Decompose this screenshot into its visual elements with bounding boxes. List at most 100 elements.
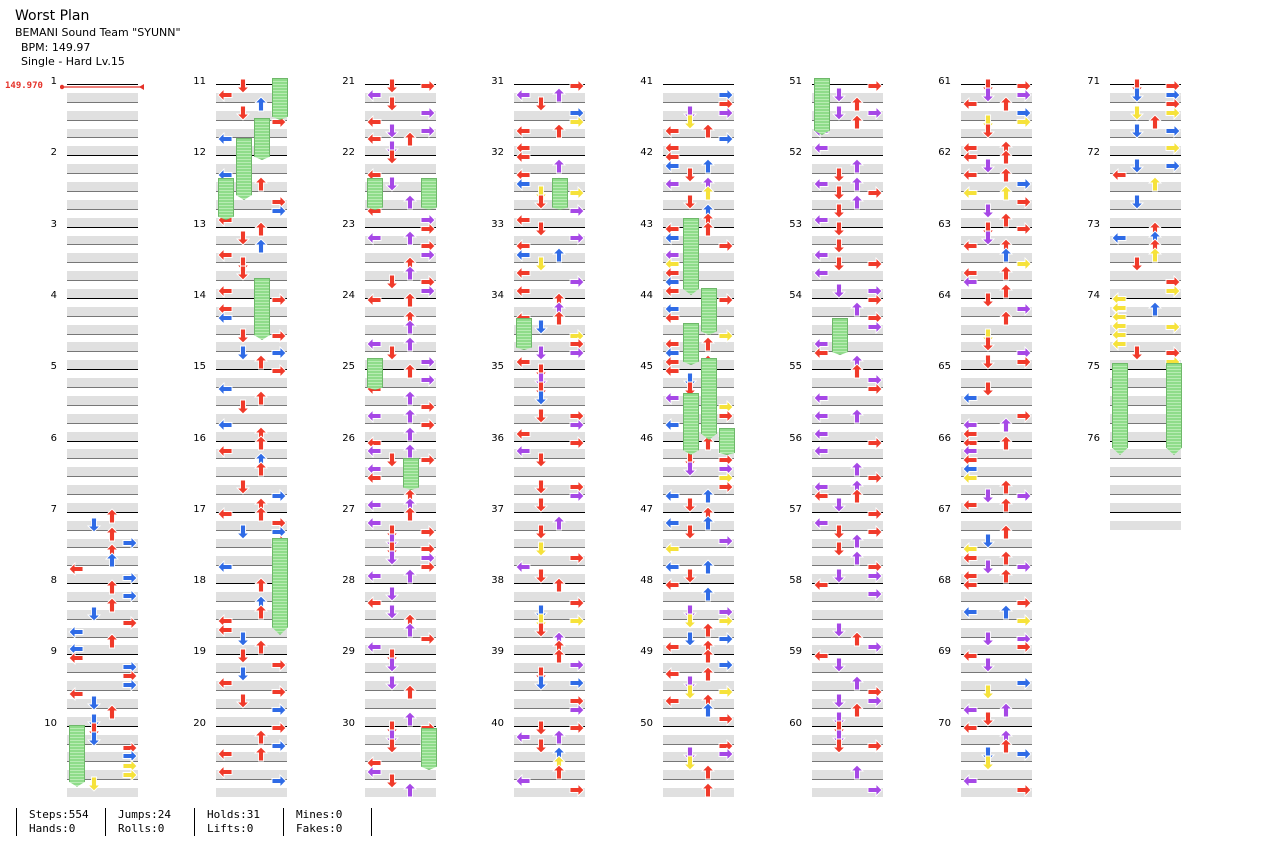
left-arrow-icon xyxy=(366,497,382,513)
up-arrow-icon xyxy=(104,632,120,649)
measure-line xyxy=(67,297,138,299)
up-arrow-icon xyxy=(253,434,269,451)
up-arrow-icon xyxy=(1147,247,1163,263)
measure-number: 68 xyxy=(938,575,951,587)
beat-band xyxy=(67,627,138,638)
up-arrow-icon xyxy=(1147,301,1163,317)
beat-band xyxy=(1110,271,1181,281)
beat-band xyxy=(216,716,287,727)
left-arrow-icon xyxy=(664,488,680,504)
hands-count: Hands:0 xyxy=(29,822,76,835)
beat-band xyxy=(67,663,138,673)
beat-band xyxy=(365,698,436,709)
beat-line xyxy=(961,636,1032,638)
stats-group-steps: Steps:554 Hands:0 xyxy=(16,808,89,836)
left-arrow-icon xyxy=(68,650,84,666)
beat-band xyxy=(663,520,734,531)
measure-line xyxy=(67,511,138,513)
beat-band xyxy=(663,752,734,762)
measure-line xyxy=(365,155,436,157)
beat-line xyxy=(812,458,883,460)
beat-band xyxy=(514,609,585,620)
beat-line xyxy=(961,262,1032,264)
up-arrow-icon xyxy=(849,158,865,174)
left-arrow-icon xyxy=(962,648,978,664)
beat-band xyxy=(67,253,138,263)
left-arrow-icon xyxy=(366,443,382,459)
right-arrow-icon xyxy=(1016,613,1032,629)
measure-number: 63 xyxy=(938,218,951,230)
beat-line xyxy=(961,600,1032,602)
beat-band xyxy=(1110,413,1181,424)
measure-line xyxy=(67,725,138,727)
left-arrow-icon xyxy=(366,336,382,352)
beat-band xyxy=(216,288,287,299)
down-arrow-icon xyxy=(384,452,400,468)
beat-line xyxy=(663,547,734,549)
beat-line xyxy=(663,208,734,210)
down-arrow-icon xyxy=(533,568,549,584)
down-arrow-icon xyxy=(533,194,549,210)
beat-band xyxy=(514,574,585,584)
beat-band xyxy=(514,324,585,335)
beat-line xyxy=(812,636,883,638)
measure-number: 34 xyxy=(491,289,504,301)
beat-line xyxy=(67,779,138,781)
up-arrow-icon xyxy=(700,648,716,664)
measure-number: 44 xyxy=(640,289,653,301)
beat-band xyxy=(961,485,1032,495)
beat-line xyxy=(365,636,436,638)
down-arrow-icon xyxy=(980,559,996,575)
right-arrow-icon xyxy=(867,381,883,397)
down-arrow-icon xyxy=(682,381,698,397)
beat-band xyxy=(514,288,585,299)
left-arrow-icon xyxy=(515,149,531,165)
beat-line xyxy=(216,547,287,549)
beat-band xyxy=(812,556,883,566)
up-arrow-icon xyxy=(551,158,567,174)
up-arrow-icon xyxy=(402,265,418,281)
beat-band xyxy=(67,342,138,352)
beat-band xyxy=(812,449,883,459)
down-arrow-icon xyxy=(682,684,698,700)
up-arrow-icon xyxy=(551,577,567,593)
beat-band xyxy=(1110,92,1181,103)
up-arrow-icon xyxy=(998,247,1014,263)
beat-band xyxy=(812,431,883,441)
left-arrow-icon xyxy=(664,639,680,655)
right-arrow-icon xyxy=(271,488,287,504)
down-arrow-icon xyxy=(682,675,698,691)
up-arrow-icon xyxy=(104,508,120,524)
down-arrow-icon xyxy=(682,631,698,647)
beat-band xyxy=(1110,502,1181,513)
up-arrow-icon xyxy=(998,96,1014,112)
measure-line xyxy=(1110,297,1181,299)
beat-band xyxy=(514,182,585,192)
beat-band xyxy=(216,235,287,245)
beat-band xyxy=(67,681,138,691)
beat-line xyxy=(216,743,287,745)
measure-number: 11 xyxy=(193,76,206,87)
beat-band xyxy=(812,467,883,477)
left-arrow-icon xyxy=(515,443,531,459)
beat-band xyxy=(365,467,436,477)
down-arrow-icon xyxy=(384,149,400,165)
up-arrow-icon xyxy=(551,247,567,263)
measure-line xyxy=(1110,155,1181,157)
beat-line xyxy=(216,101,287,103)
right-arrow-icon xyxy=(718,711,734,727)
beat-band xyxy=(961,788,1032,798)
beat-band xyxy=(812,734,883,745)
beat-line xyxy=(812,476,883,478)
measure-number: 10 xyxy=(44,717,57,729)
up-arrow-icon xyxy=(402,229,418,246)
beat-line xyxy=(663,600,734,602)
beat-band xyxy=(961,592,1032,602)
beat-band xyxy=(365,734,436,745)
left-arrow-icon xyxy=(515,123,531,139)
right-arrow-icon xyxy=(1165,283,1181,299)
beat-band xyxy=(365,271,436,281)
down-arrow-icon xyxy=(831,738,847,754)
beat-line xyxy=(365,761,436,763)
hold-note xyxy=(403,458,419,490)
